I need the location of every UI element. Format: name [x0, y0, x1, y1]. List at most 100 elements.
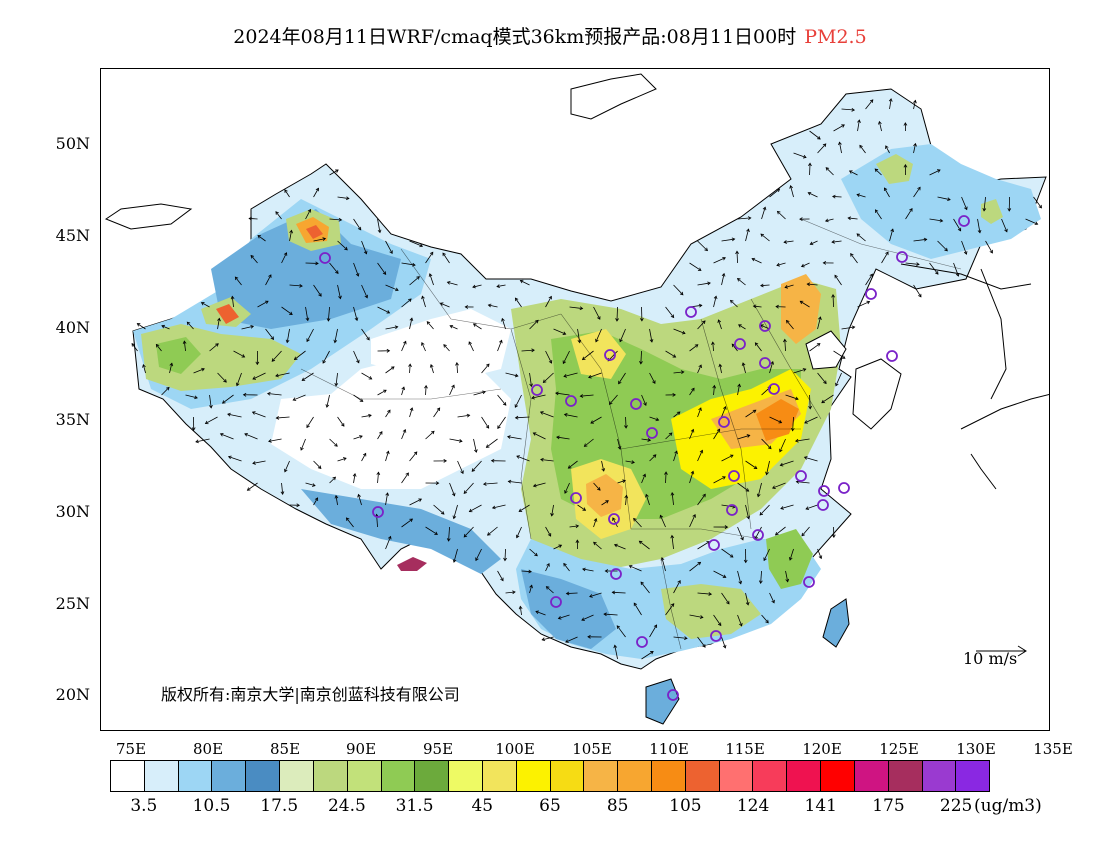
- wind-vector: [353, 350, 360, 364]
- wind-vector: [244, 432, 258, 440]
- wind-vector: [333, 328, 338, 344]
- wind-vector: [776, 210, 786, 220]
- wind-vector: [408, 363, 412, 374]
- copyright-text: 版权所有:南京大学|南京创蓝科技有限公司: [161, 685, 460, 704]
- wind-vector: [721, 548, 734, 558]
- wind-vector: [275, 211, 282, 220]
- wind-vector: [741, 362, 746, 374]
- wind-vector: [617, 479, 626, 484]
- station-marker: [570, 492, 582, 504]
- wind-vector: [385, 366, 395, 374]
- wind-vector: [929, 169, 941, 176]
- wind-vector: [800, 262, 810, 268]
- lat-label-40n: 40N: [55, 318, 90, 337]
- wind-vector: [645, 493, 650, 506]
- wind-vector: [545, 350, 553, 364]
- wind-vector: [353, 394, 364, 402]
- wind-vector: [763, 548, 770, 562]
- wind-vector: [752, 304, 762, 309]
- shandong-orange: [756, 399, 799, 441]
- wind-vector: [313, 237, 327, 242]
- wind-vector: [833, 350, 846, 359]
- wind-vector: [857, 119, 861, 132]
- wind-vector: [142, 364, 146, 374]
- wind-vector: [761, 206, 767, 220]
- wind-vector: [738, 324, 746, 330]
- wind-vector: [713, 570, 727, 578]
- wind-vector: [345, 517, 354, 528]
- legend-swatch: [381, 761, 416, 791]
- wind-vector: [266, 391, 282, 396]
- wind-vector: [377, 348, 391, 353]
- wind-vector: [649, 328, 654, 343]
- wind-vector: [721, 272, 726, 286]
- wind-vector: [633, 517, 642, 528]
- wind-vector: [550, 504, 554, 517]
- wind-vector: [507, 435, 522, 440]
- wind-vector: [977, 218, 982, 234]
- station-marker: [667, 689, 679, 701]
- legend-swatch: [584, 761, 619, 791]
- wind-vector: [905, 208, 913, 220]
- legend-swatch: [347, 761, 382, 791]
- wind-vector: [529, 372, 533, 388]
- station-marker: [958, 215, 970, 227]
- wind-vector: [285, 328, 290, 344]
- wind-vector: [593, 482, 601, 491]
- wind-vector: [352, 473, 357, 484]
- wind-vector: [529, 319, 539, 330]
- wind-vector: [788, 548, 794, 561]
- wind-vector: [455, 362, 459, 374]
- wind-vector: [857, 300, 871, 308]
- wind-vector: [284, 460, 290, 473]
- wind-vector: [713, 256, 726, 264]
- wind-vector: [284, 189, 290, 198]
- wind-vector: [689, 614, 704, 619]
- station-marker: [726, 504, 738, 516]
- wind-vector: [856, 193, 866, 198]
- wind-vector: [452, 548, 458, 563]
- wind-vector: [401, 518, 414, 528]
- wind-vector: [878, 120, 882, 132]
- lon-label-80e: 80E: [192, 740, 224, 758]
- wind-vector: [689, 262, 702, 271]
- wind-vector: [625, 460, 635, 464]
- wind-vector: [697, 636, 706, 648]
- wind-vector: [353, 435, 363, 440]
- wind-vector: [235, 372, 242, 387]
- wind-vector: [641, 473, 647, 484]
- wind-vector: [289, 283, 303, 288]
- wind-vector: [577, 504, 587, 511]
- wind-vector: [641, 651, 654, 660]
- wind-vector: [779, 460, 794, 467]
- wind-vector: [628, 565, 642, 572]
- wind-vector: [518, 504, 530, 512]
- wind-vector: [624, 416, 628, 429]
- wind-vector: [425, 430, 435, 440]
- wind-vector: [721, 406, 727, 418]
- wind-vector: [639, 350, 643, 365]
- wind-vector: [227, 455, 242, 462]
- wind-vector: [888, 98, 893, 110]
- wind-vector: [617, 438, 622, 450]
- station-marker: [759, 357, 771, 369]
- lon-label-75e: 75E: [115, 740, 147, 758]
- bohai-sea: [805, 330, 847, 370]
- lat-label-25n: 25N: [55, 594, 90, 613]
- wind-vector: [737, 614, 743, 627]
- wind-vector: [252, 372, 266, 380]
- wind-vector: [761, 438, 772, 450]
- wind-vector: [649, 624, 658, 638]
- wind-vector: [361, 240, 368, 255]
- wind-vector: [913, 237, 928, 242]
- legend-swatch: [821, 761, 855, 791]
- wind-vector: [409, 276, 420, 286]
- wind-vector: [790, 416, 795, 432]
- wind-vector: [731, 343, 738, 352]
- wind-vector: [835, 372, 842, 387]
- wind-vector: [737, 383, 741, 396]
- wind-vector: [289, 229, 293, 242]
- wind-vector: [1001, 218, 1008, 233]
- wind-vector: [361, 413, 372, 418]
- station-marker: [803, 576, 815, 588]
